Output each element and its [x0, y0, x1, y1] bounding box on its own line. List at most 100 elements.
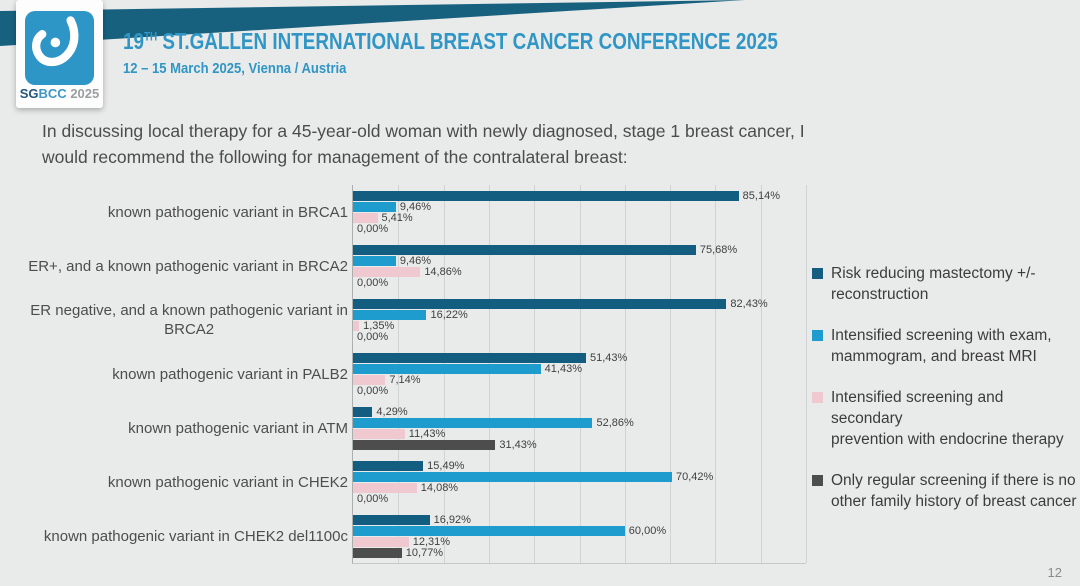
bar-value-label: 52,86% [596, 416, 634, 429]
bar-row: 9,46% [353, 200, 806, 213]
category-label: ER negative, and a known pathogenic vari… [30, 302, 348, 338]
bar-series-1 [353, 406, 373, 417]
bar-series-1 [353, 190, 739, 201]
bar-series-2 [353, 417, 593, 428]
bar-row: 60,00% [353, 524, 806, 537]
bar-value-label: 9,46% [399, 200, 432, 213]
bar-value-label: 0,00% [357, 330, 389, 343]
category-row: ER negative, and a known pathogenic vari… [3, 293, 348, 347]
bar-value-label: 11,43% [408, 427, 446, 440]
bar-row: 14,08% [353, 482, 806, 494]
legend-item-endocrine-prevention: Intensified screening and secondary prev… [812, 387, 1078, 450]
category-row: ER+, and a known pathogenic variant in B… [3, 239, 348, 293]
legend-label: Risk reducing mastectomy +/- reconstruct… [831, 265, 1036, 303]
bar-series-2 [353, 525, 625, 536]
category-row: known pathogenic variant in CHEK2 del110… [3, 509, 348, 563]
bar-value-label: 41,43% [544, 362, 582, 375]
sgbcc-logo: SGBCC 2025 [16, 0, 103, 108]
bar-row: 51,43% [353, 351, 806, 364]
gridline [534, 185, 536, 563]
gridline [624, 185, 626, 563]
gridline [398, 185, 400, 563]
title-ordinal: TH [143, 29, 158, 44]
legend-label: Intensified screening and secondary prev… [831, 389, 1064, 448]
bar-series-2 [353, 471, 672, 482]
bar-series-1 [353, 352, 586, 363]
bar-value-label: 12,31% [412, 535, 451, 548]
bar-row: 16,22% [353, 308, 806, 321]
category-label: known pathogenic variant in CHEK2 del110… [43, 527, 348, 545]
bar-value-label: 51,43% [589, 351, 628, 364]
bar-value-label: 14,86% [424, 265, 462, 278]
sgbcc-logo-icon [25, 11, 94, 85]
bar-row: 0,00% [353, 330, 806, 343]
legend-label: Intensified screening with exam, mammogr… [831, 327, 1052, 365]
category-row: known pathogenic variant in PALB2 [3, 347, 348, 401]
bar-value-label: 1,35% [363, 319, 395, 332]
bar-row: 85,14% [353, 189, 806, 202]
bar-group: 16,92% 60,00% 12,31% 10,77% [353, 509, 806, 563]
bar-value-label: 60,00% [628, 524, 667, 537]
bar-row: 0,00% [353, 223, 806, 235]
bar-row: 16,92% [353, 513, 806, 526]
legend-swatch-light-blue [812, 330, 823, 341]
logo-caption: SGBCC 2025 [16, 86, 103, 101]
bar-row: 0,00% [353, 493, 806, 505]
bar-value-label: 75,68% [699, 243, 738, 256]
bar-value-label: 85,14% [742, 189, 780, 202]
bar-value-label: 9,46% [399, 254, 432, 267]
bar-series-1 [353, 244, 696, 255]
bar-row: 7,14% [353, 374, 806, 386]
bar-row: 75,68% [353, 243, 806, 256]
bar-row: 1,35% [353, 319, 806, 332]
gridline [806, 185, 807, 563]
bar-series-1 [353, 298, 727, 309]
bar-value-label: 5,41% [381, 211, 413, 224]
category-label: known pathogenic variant in CHEK2 [107, 473, 348, 491]
legend-swatch-pink [812, 392, 823, 403]
conference-dates: 12 – 15 March 2025, Vienna / Austria [123, 60, 347, 77]
category-label: known pathogenic variant in PALB2 [112, 365, 348, 383]
conference-title: 19TH ST.GALLEN INTERNATIONAL BREAST CANC… [123, 28, 778, 55]
legend-label: Only regular screening if there is no ot… [831, 472, 1077, 510]
bar-series-2 [353, 255, 396, 266]
bar-row: 12,31% [353, 535, 806, 548]
bar-series-3 [353, 320, 360, 331]
category-label: known pathogenic variant in BRCA1 [107, 203, 348, 221]
category-label: known pathogenic variant in ATM [128, 419, 348, 437]
category-row: known pathogenic variant in ATM [3, 401, 348, 455]
logo-bcc-text: BCC [38, 86, 67, 101]
bar-row: 31,43% [353, 439, 806, 451]
legend-swatch-dark-blue [812, 268, 823, 279]
question-text: In discussing local therapy for a 45-yea… [42, 121, 805, 167]
category-row: known pathogenic variant in CHEK2 [3, 455, 348, 509]
gridline [715, 185, 717, 563]
legend-item-regular-screening: Only regular screening if there is no ot… [812, 470, 1078, 512]
bar-series-3 [353, 374, 386, 385]
title-text: ST.GALLEN INTERNATIONAL BREAST CANCER CO… [157, 28, 778, 54]
bar-series-3 [353, 266, 421, 277]
bar-group: 82,43% 16,22% 1,35% 0,00% [353, 293, 806, 347]
gridline [760, 185, 762, 563]
bar-group: 75,68% 9,46% 14,86% 0,00% [353, 239, 806, 293]
bar-value-label: 10,77% [405, 546, 444, 559]
bar-series-1 [353, 514, 430, 525]
bar-series-3 [353, 536, 409, 547]
bar-value-label: 16,92% [433, 513, 471, 526]
bar-value-label: 0,00% [357, 276, 389, 289]
bar-row: 82,43% [353, 298, 806, 310]
bar-group: 4,29% 52,86% 11,43% 31,43% [353, 401, 806, 455]
bar-series-4 [353, 547, 402, 558]
gridline [579, 185, 581, 563]
bar-value-label: 70,42% [676, 470, 714, 483]
legend-item-intensified-screening: Intensified screening with exam, mammogr… [812, 325, 1078, 367]
bar-group: 51,43% 41,43% 7,14% 0,00% [353, 347, 806, 401]
bar-group: 15,49% 70,42% 14,08% 0,00% [353, 455, 806, 509]
category-label: ER+, and a known pathogenic variant in B… [28, 257, 348, 275]
gridline [443, 185, 445, 563]
bar-value-label: 16,22% [430, 308, 468, 321]
bar-series-4 [353, 439, 496, 450]
bar-row: 11,43% [353, 427, 806, 440]
bar-series-2 [353, 201, 396, 212]
bar-row: 15,49% [353, 460, 806, 472]
